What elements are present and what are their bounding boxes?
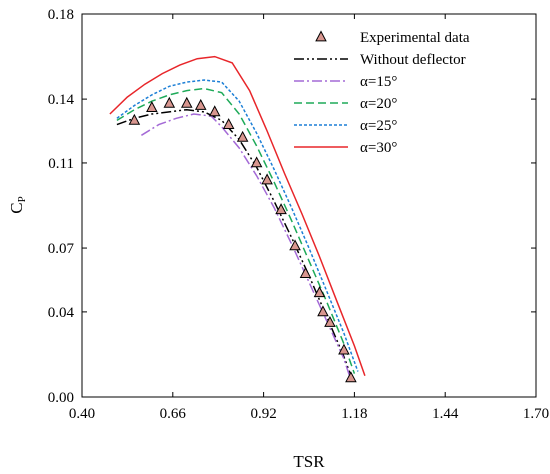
x-tick-label: 1.44 xyxy=(432,406,459,422)
experimental-data-point xyxy=(275,203,287,215)
experimental-data-point xyxy=(261,173,273,185)
experimental-data-point xyxy=(208,105,221,117)
experimental-data-point xyxy=(313,286,326,298)
x-tick-label: 1.18 xyxy=(341,406,367,422)
x-tick-label: 0.66 xyxy=(160,406,187,422)
experimental-data-point xyxy=(146,101,158,112)
x-axis-title: TSR xyxy=(293,452,325,471)
experimental-markers xyxy=(128,96,357,383)
experimental-data-point xyxy=(222,118,235,129)
x-tick-labels: 0.40 0.66 0.92 1.18 1.44 1.70 xyxy=(69,406,549,422)
experimental-data-point xyxy=(236,130,249,142)
x-tick-label: 0.92 xyxy=(250,406,276,422)
experimental-data-point xyxy=(345,371,357,383)
series-line-3 xyxy=(116,87,356,374)
legend: Experimental data Without deflector α=15° α… xyxy=(294,30,470,156)
legend-label-2: α=15° xyxy=(360,74,397,90)
experimental-data-point xyxy=(250,156,263,168)
axis-ticks xyxy=(81,13,537,398)
experimental-data-point xyxy=(324,315,336,327)
series-line-2 xyxy=(141,113,352,381)
series-lines xyxy=(109,55,366,381)
y-tick-label: 0.18 xyxy=(48,7,74,23)
experimental-data-point xyxy=(338,343,350,355)
experimental-data-point xyxy=(299,267,312,278)
plot-frame xyxy=(81,13,537,398)
legend-label-3: α=20° xyxy=(360,96,397,112)
y-tick-label: 0.07 xyxy=(48,241,75,257)
x-tick-label: 0.40 xyxy=(69,406,95,422)
y-tick-label: 0.00 xyxy=(48,390,74,406)
y-tick-labels: 0.00 0.04 0.07 0.11 0.14 0.18 xyxy=(48,7,75,406)
series-line-4 xyxy=(116,79,359,372)
experimental-data-point xyxy=(163,96,176,108)
experimental-data-point xyxy=(317,305,329,317)
y-tick-label: 0.04 xyxy=(48,305,75,321)
y-tick-label: 0.14 xyxy=(48,92,75,108)
legend-label-4: α=25° xyxy=(360,118,397,134)
legend-marker-experimental xyxy=(315,30,327,42)
y-tick-label: 0.11 xyxy=(48,156,74,172)
series-line-1 xyxy=(116,108,352,376)
experimental-data-point xyxy=(194,98,207,110)
y-axis-title: CP xyxy=(7,196,28,213)
legend-label-5: α=30° xyxy=(360,140,397,156)
experimental-data-point xyxy=(180,96,193,108)
legend-label-0: Experimental data xyxy=(360,30,470,46)
experimental-data-point xyxy=(289,239,301,251)
x-tick-label: 1.70 xyxy=(523,406,549,422)
experimental-data-point xyxy=(128,113,141,125)
series-line-5 xyxy=(109,55,366,376)
legend-label-1: Without deflector xyxy=(360,52,466,68)
y-axis-title-subscript: P xyxy=(16,196,28,202)
